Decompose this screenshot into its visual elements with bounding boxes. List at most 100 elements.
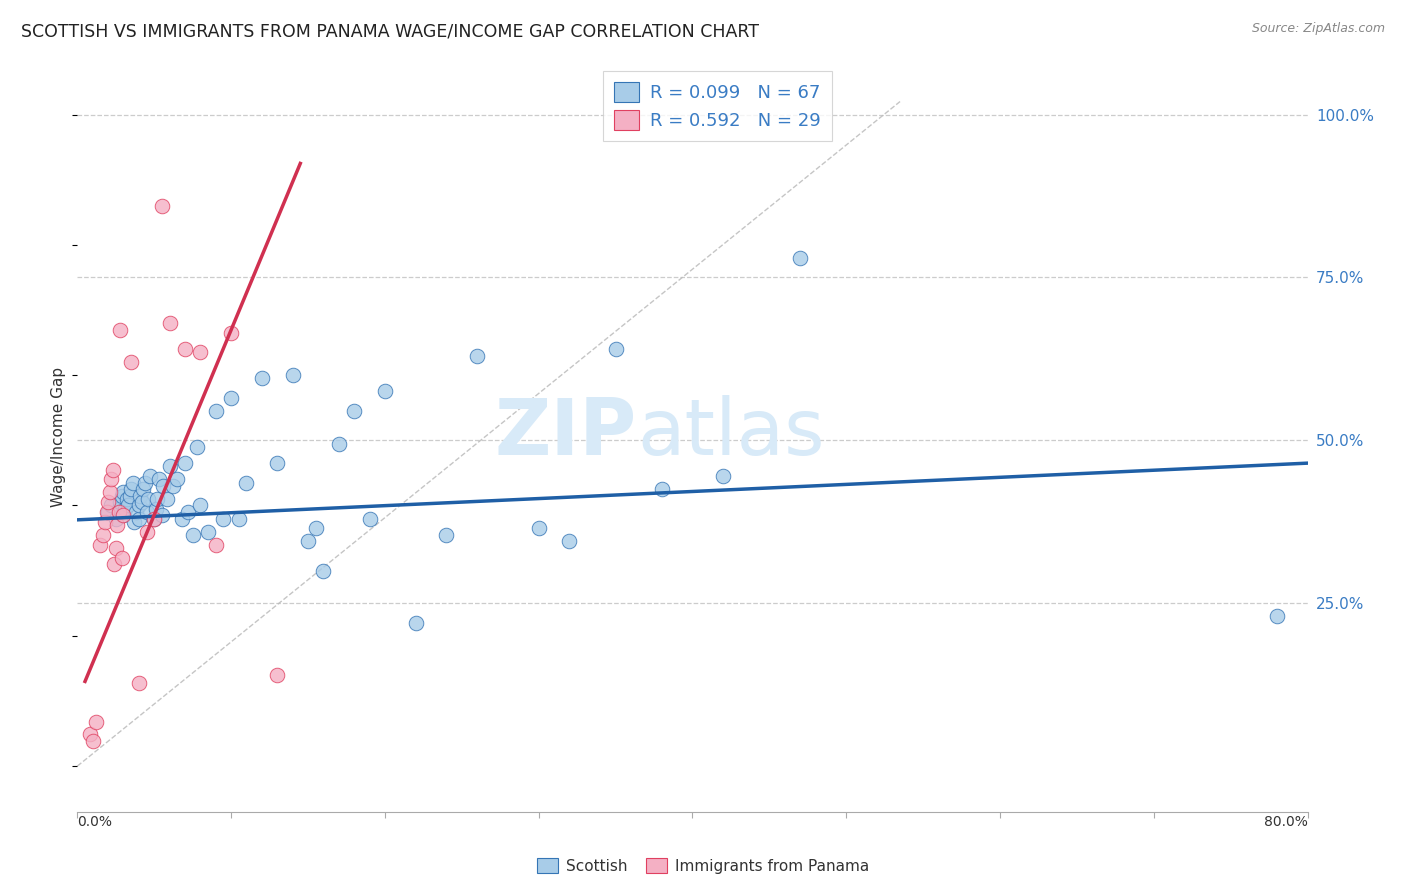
Point: [174, 342, 197, 356]
Point: [297, 534, 319, 549]
Point: [312, 564, 335, 578]
Text: 0.0%: 0.0%: [77, 815, 112, 829]
Point: [166, 472, 188, 486]
Point: [527, 521, 550, 535]
Point: [162, 479, 184, 493]
Point: [111, 489, 134, 503]
Point: [266, 668, 288, 682]
Point: [159, 316, 181, 330]
Point: [150, 508, 173, 523]
Point: [125, 505, 148, 519]
Point: [134, 475, 156, 490]
Point: [138, 469, 160, 483]
Point: [436, 528, 458, 542]
Point: [104, 541, 127, 555]
Point: [112, 508, 135, 523]
Point: [103, 557, 125, 571]
Point: [128, 499, 150, 513]
Point: [79, 726, 101, 740]
Point: [148, 472, 170, 486]
Point: [135, 524, 157, 539]
Point: [219, 391, 242, 405]
Point: [174, 456, 197, 470]
Point: [120, 482, 142, 496]
Y-axis label: Wage/Income Gap: Wage/Income Gap: [51, 367, 66, 508]
Point: [711, 469, 734, 483]
Point: [135, 505, 157, 519]
Point: [212, 511, 235, 525]
Point: [108, 501, 131, 516]
Point: [359, 511, 381, 525]
Point: [305, 521, 328, 535]
Legend: Scottish, Immigrants from Panama: Scottish, Immigrants from Panama: [531, 852, 875, 880]
Point: [129, 489, 152, 503]
Point: [605, 342, 627, 356]
Point: [266, 456, 288, 470]
Point: [89, 538, 111, 552]
Point: [150, 199, 173, 213]
Point: [93, 528, 115, 542]
Point: [122, 515, 145, 529]
Point: [374, 384, 396, 399]
Point: [188, 345, 212, 359]
Text: 80.0%: 80.0%: [1264, 815, 1308, 829]
Point: [118, 489, 141, 503]
Point: [145, 501, 167, 516]
Point: [143, 511, 166, 525]
Point: [146, 491, 169, 506]
Point: [98, 485, 121, 500]
Point: [108, 505, 131, 519]
Point: [101, 463, 124, 477]
Point: [181, 528, 204, 542]
Point: [121, 475, 143, 490]
Point: [111, 550, 134, 565]
Point: [104, 511, 127, 525]
Point: [128, 675, 150, 690]
Point: [188, 499, 212, 513]
Point: [94, 515, 117, 529]
Point: [131, 495, 153, 509]
Point: [228, 511, 250, 525]
Point: [159, 459, 181, 474]
Point: [328, 436, 350, 450]
Point: [197, 524, 219, 539]
Text: ZIP: ZIP: [495, 395, 637, 471]
Point: [204, 538, 226, 552]
Point: [558, 534, 581, 549]
Point: [114, 501, 136, 516]
Point: [1265, 609, 1288, 624]
Point: [97, 495, 120, 509]
Point: [128, 511, 150, 525]
Point: [110, 495, 132, 509]
Point: [132, 482, 155, 496]
Text: atlas: atlas: [637, 395, 824, 471]
Point: [112, 508, 135, 523]
Point: [155, 491, 177, 506]
Point: [115, 491, 138, 506]
Point: [204, 404, 226, 418]
Point: [97, 505, 120, 519]
Point: [186, 440, 208, 454]
Text: Source: ZipAtlas.com: Source: ZipAtlas.com: [1251, 22, 1385, 36]
Point: [219, 326, 242, 340]
Point: [96, 505, 118, 519]
Point: [343, 404, 366, 418]
Text: SCOTTISH VS IMMIGRANTS FROM PANAMA WAGE/INCOME GAP CORRELATION CHART: SCOTTISH VS IMMIGRANTS FROM PANAMA WAGE/…: [21, 22, 759, 40]
Point: [100, 499, 122, 513]
Point: [105, 518, 128, 533]
Point: [82, 734, 104, 748]
Point: [465, 349, 488, 363]
Point: [117, 499, 139, 513]
Point: [152, 479, 174, 493]
Point: [112, 485, 135, 500]
Point: [651, 482, 673, 496]
Point: [110, 322, 132, 336]
Point: [405, 615, 427, 630]
Point: [250, 371, 273, 385]
Point: [100, 472, 122, 486]
Point: [143, 511, 166, 525]
Point: [789, 251, 811, 265]
Point: [170, 511, 193, 525]
Point: [177, 505, 200, 519]
Legend: R = 0.099   N = 67, R = 0.592   N = 29: R = 0.099 N = 67, R = 0.592 N = 29: [603, 71, 831, 141]
